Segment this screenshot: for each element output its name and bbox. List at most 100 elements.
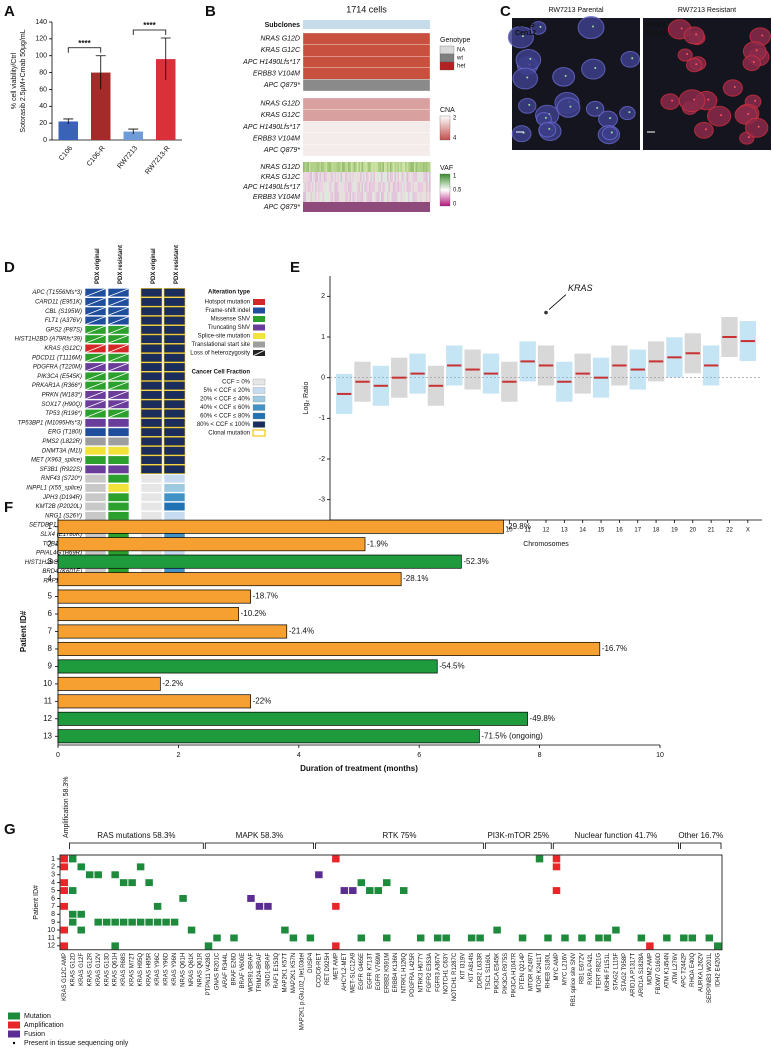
vaf-stripe [382,172,385,182]
alteration-cell [433,934,442,942]
legend-label: wt [456,56,463,62]
alteration-cell [179,895,187,902]
vaf-stripe [337,182,340,192]
row-label: 10 [47,927,55,934]
alteration-cell [518,934,527,942]
alteration-cell [163,343,186,354]
group-bracket [484,842,552,849]
alteration-cell [467,934,476,942]
vaf-stripe [310,162,313,172]
gene-label: KIT I319V [461,953,467,980]
vaf-stripe [411,162,413,172]
loh-mark [84,409,107,419]
signal [747,136,750,139]
gene-label: DUSP4 [308,952,314,973]
vaf-stripe [388,162,391,172]
alteration-cell [107,455,130,465]
bar [57,676,161,691]
vaf-stripe [394,192,397,202]
gene-label: EGFR G465E [359,953,365,990]
vaf-stripe [375,162,377,172]
vaf-stripe [339,162,341,172]
vaf-stripe [345,162,347,172]
vaf-stripe [342,172,344,182]
vaf-stripe [358,182,361,192]
vaf-stripe [336,192,338,202]
vaf-stripe [390,172,392,182]
vaf-stripe [382,182,385,192]
loh-mark [84,353,107,363]
legend-swatch [253,299,265,305]
vaf-stripe [361,192,364,202]
nucleus [515,48,542,71]
x-tick-label: 18 [653,528,660,534]
gene-label: KRAS H95R [147,952,153,986]
vaf-stripe [351,182,353,192]
x-tick-label: X [746,528,750,534]
vaf-stripe [420,182,422,192]
alteration-cell [60,855,68,863]
vaf-stripe [376,182,379,192]
loh-mark [107,297,130,307]
alteration-cell [140,288,163,298]
alteration-cell [187,926,196,934]
y-tick-label: -2 [319,456,325,463]
alteration-cell [107,492,130,502]
vaf-stripe [325,182,328,192]
vaf-stripe [405,182,407,192]
gene-label: NRG1 (S26Y) [45,513,82,519]
alteration-cell [153,902,162,910]
legend-swatch [439,61,455,71]
alteration-cell [163,483,186,493]
x-tick-label: 15 [598,528,605,534]
y-axis-label: Patient ID# [19,610,28,652]
alteration-cell [332,942,340,950]
alteration-cell [163,353,186,363]
alteration-cell [357,934,366,942]
loh-mark [107,325,130,335]
alteration-cell [68,855,77,863]
vaf-stripe [384,192,386,202]
vaf-stripe [379,162,382,172]
alteration-cell [646,942,654,950]
significance-bracket [67,47,102,53]
vaf-stripe [325,162,328,172]
group-label: PI3K-mTOR 25% [487,831,549,840]
bar-annotation: -54.5% [439,662,464,671]
group-bracket [69,842,204,849]
vaf-stripe [348,172,350,182]
heatmap-row [302,32,431,45]
legend-label: 2 [453,116,457,122]
vaf-stripe [381,162,383,172]
column-header: PDX original [151,248,157,284]
vaf-stripe [421,192,424,202]
gene-label: ERBB4 K136N [393,953,399,993]
vaf-stripe [333,192,335,202]
vaf-stripe [363,172,365,182]
legend-label: Clonal mutation [208,431,250,437]
legend-label: 0.5 [453,188,462,194]
subclone-bar [303,20,430,29]
vaf-stripe [303,192,305,202]
vaf-stripe [423,172,425,182]
bar [123,131,143,140]
nucleus [511,125,532,143]
gene-label: MAP2K1 K57N [291,953,297,993]
row-label: 1 [51,856,55,863]
loh-mark [107,390,130,400]
gene-label: KRAS (G12C) [44,346,82,352]
vaf-stripe [348,162,350,172]
vaf-stripe [334,192,337,202]
nucleus [512,67,539,90]
vaf-stripe [420,192,422,202]
gene-label: SETDBP1 (R1019*) [29,523,82,529]
loh-mark [84,362,107,372]
vaf-stripe [340,172,343,182]
gene-label: MAP2K1 p.Glu102_Ile103del [299,953,305,1030]
column-header: PDX resistant [174,245,180,284]
nucleus [707,105,732,127]
alteration-cell [255,902,264,910]
y-axis-label: % cell viability/Ctrl [11,52,18,109]
legend-title: Alteration type [208,290,251,296]
stain-label: KRAS [646,22,666,29]
